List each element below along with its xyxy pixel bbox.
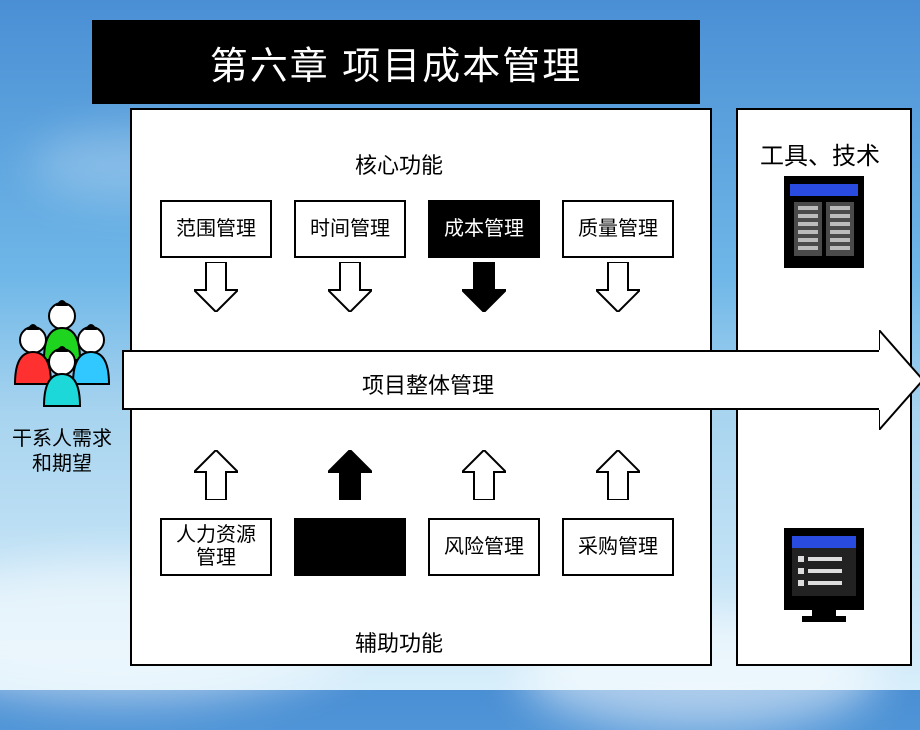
core-fn-box: 范围管理 xyxy=(160,200,272,258)
stakeholders-label: 干系人需求 和期望 xyxy=(0,427,124,477)
core-fn-box: 质量管理 xyxy=(562,200,674,258)
integration-band xyxy=(122,350,882,410)
up-arrow-icon xyxy=(462,450,506,500)
aux-fn-box: 风险管理 xyxy=(428,518,540,576)
aux-fn-box xyxy=(294,518,406,576)
aux-fn-box: 人力资源管理 xyxy=(160,518,272,576)
aux-functions-label: 辅助功能 xyxy=(355,626,443,658)
tools-tech-label: 工具、技术 xyxy=(760,136,880,171)
up-arrow-icon xyxy=(194,450,238,500)
down-arrow-icon xyxy=(462,262,506,312)
down-arrow-icon xyxy=(328,262,372,312)
server-rack-icon xyxy=(782,174,866,270)
stakeholders-group: 干系人需求 和期望 xyxy=(0,300,124,477)
core-fn-box: 成本管理 xyxy=(428,200,540,258)
core-fn-box: 时间管理 xyxy=(294,200,406,258)
band-arrowhead-icon xyxy=(879,330,920,430)
core-functions-label: 核心功能 xyxy=(355,148,443,180)
down-arrow-icon xyxy=(596,262,640,312)
computer-monitor-icon xyxy=(782,526,866,622)
people-icon xyxy=(7,300,117,418)
integration-label: 项目整体管理 xyxy=(362,368,494,400)
page-title: 第六章 项目成本管理 xyxy=(92,20,700,104)
down-arrow-icon xyxy=(194,262,238,312)
up-arrow-icon xyxy=(328,450,372,500)
up-arrow-icon xyxy=(596,450,640,500)
aux-fn-box: 采购管理 xyxy=(562,518,674,576)
